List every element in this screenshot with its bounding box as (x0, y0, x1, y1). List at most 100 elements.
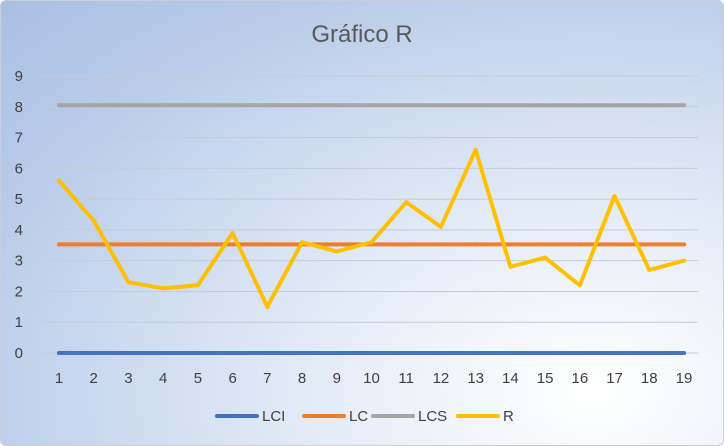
x-tick-label: 5 (194, 370, 202, 387)
data-point-lc (195, 242, 200, 247)
data-point-lc (438, 242, 443, 247)
data-point-lcs (91, 103, 96, 108)
x-tick-label: 9 (333, 370, 341, 387)
x-tick-label: 3 (124, 370, 132, 387)
data-point-lcs (265, 103, 270, 108)
y-tick-label: 1 (15, 314, 23, 331)
data-point-lci (438, 351, 443, 355)
data-point-lc (612, 242, 617, 247)
data-point-r (57, 178, 61, 183)
data-point-lc (126, 242, 131, 247)
data-point-r (161, 286, 166, 291)
x-tick-label: 15 (537, 370, 554, 387)
y-tick-label: 9 (15, 68, 23, 85)
y-tick-label: 8 (15, 99, 23, 116)
data-point-r (682, 258, 686, 263)
data-point-lc (265, 242, 270, 247)
data-point-r (300, 240, 305, 245)
data-point-lci (473, 351, 478, 355)
data-point-r (404, 200, 409, 205)
x-tick-label: 2 (90, 370, 98, 387)
data-point-lc (682, 242, 686, 247)
x-tick-label: 18 (641, 370, 658, 387)
data-point-r (265, 304, 270, 309)
data-point-lcs (57, 103, 61, 108)
data-point-lc (508, 242, 513, 247)
data-point-lc (161, 242, 166, 247)
data-point-r (612, 194, 617, 199)
data-point-lcs (195, 103, 200, 108)
y-tick-label: 6 (15, 160, 23, 177)
legend-label-lc: LC (349, 408, 368, 425)
x-tick-label: 17 (606, 370, 623, 387)
data-point-lcs (577, 103, 582, 108)
data-point-r (473, 147, 478, 152)
data-point-lci (57, 351, 61, 355)
data-point-lci (300, 351, 305, 355)
data-point-r (577, 283, 582, 288)
data-point-lcs (473, 103, 478, 108)
data-point-lci (91, 351, 96, 355)
data-point-lcs (508, 103, 513, 108)
data-point-lci (404, 351, 409, 355)
legend-label-r: R (503, 408, 514, 425)
data-point-lc (91, 242, 96, 247)
y-tick-label: 7 (15, 130, 23, 147)
data-point-lc (647, 242, 652, 247)
data-point-lc (543, 242, 548, 247)
data-point-lci (195, 351, 200, 355)
data-point-lci (334, 351, 339, 355)
data-point-r (543, 255, 548, 260)
data-point-lc (57, 242, 61, 247)
x-tick-label: 14 (502, 370, 519, 387)
x-tick-label: 6 (228, 370, 236, 387)
x-tick-label: 7 (263, 370, 271, 387)
data-point-lcs (161, 103, 166, 108)
data-point-lci (265, 351, 270, 355)
data-point-r (647, 267, 652, 272)
data-point-r (195, 283, 200, 288)
data-point-lcs (334, 103, 339, 108)
data-point-lcs (404, 103, 409, 108)
y-tick-label: 5 (15, 191, 23, 208)
x-tick-label: 4 (159, 370, 167, 387)
data-point-lc (230, 242, 235, 247)
x-tick-label: 19 (676, 370, 693, 387)
data-point-lcs (230, 103, 235, 108)
data-point-lci (682, 351, 686, 355)
data-point-r (508, 264, 513, 269)
data-point-r (369, 240, 374, 245)
data-point-lc (577, 242, 582, 247)
data-point-r (126, 280, 131, 285)
y-tick-label: 2 (15, 283, 23, 300)
data-point-lci (369, 351, 374, 355)
x-tick-label: 12 (433, 370, 450, 387)
data-point-r (438, 224, 443, 229)
data-point-lci (230, 351, 235, 355)
y-tick-label: 4 (15, 222, 23, 239)
series-line-r (57, 147, 686, 309)
data-point-lcs (647, 103, 652, 108)
data-point-lci (161, 351, 166, 355)
data-point-r (334, 249, 339, 254)
data-point-lc (334, 242, 339, 247)
data-point-r (91, 218, 96, 223)
x-tick-label: 13 (467, 370, 484, 387)
data-point-lc (473, 242, 478, 247)
chart-title: Gráfico R (311, 21, 413, 48)
x-tick-label: 10 (363, 370, 380, 387)
x-tick-label: 11 (398, 370, 414, 387)
y-tick-label: 3 (15, 253, 23, 270)
data-point-lci (126, 351, 131, 355)
data-point-lcs (543, 103, 548, 108)
legend-label-lcs: LCS (418, 408, 447, 425)
data-point-lcs (438, 103, 443, 108)
x-tick-label: 16 (571, 370, 588, 387)
data-point-lcs (300, 103, 305, 108)
data-point-lci (647, 351, 652, 355)
x-tick-label: 1 (55, 370, 63, 387)
data-point-lcs (682, 103, 686, 108)
data-point-lc (404, 242, 409, 247)
